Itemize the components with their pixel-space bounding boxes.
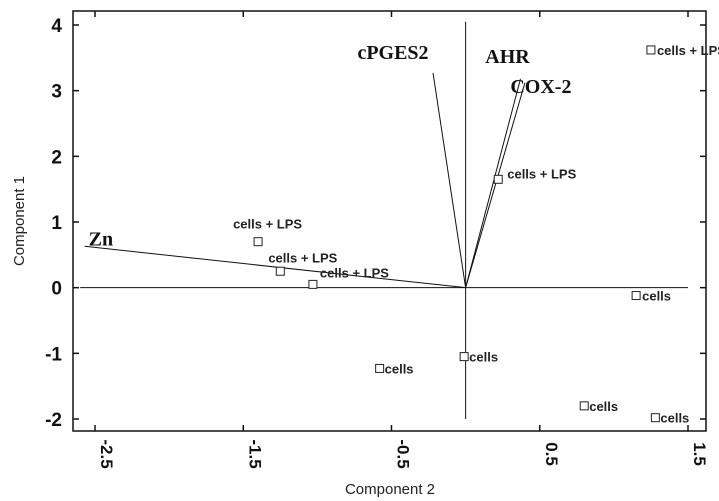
y-tick-label: -2 [45,410,62,431]
y-tick-label: 0 [51,279,62,300]
loading-vector-label: COX-2 [510,76,571,98]
loading-vector-line [84,245,466,289]
y-tick-label: 1 [51,213,62,234]
score-point-label: cells [660,411,689,426]
y-tick-label: 2 [51,147,62,168]
x-tick-label: -2.5 [97,439,116,468]
x-tick-label: -0.5 [394,439,413,468]
score-point-label: cells [589,399,618,414]
y-tick-label: 4 [51,16,62,37]
loading-vector-line [432,72,467,288]
score-point-label: cells [642,289,671,304]
loading-vector-line [465,82,526,288]
score-point-marker [459,352,469,362]
score-point-marker [579,401,589,411]
score-point-marker [308,279,318,289]
y-tick-label: 3 [51,82,62,103]
score-point-marker [650,413,660,423]
y-axis-title: Component 1 [11,176,28,266]
score-point-marker [253,237,263,247]
loading-vector-label: Zn [89,228,113,250]
y-tick-label: -1 [45,344,62,365]
x-tick-label: 0.5 [542,442,561,466]
x-axis-title: Component 2 [345,481,435,498]
loading-vector-label: cPGES2 [357,42,428,64]
score-point-label: cells + LPS [320,265,389,280]
score-point-label: cells [385,361,414,376]
score-point-marker [631,291,641,301]
score-point-marker [646,45,656,55]
loading-vector-line [465,78,521,288]
y-axis-ticks: 4 3 2 1 0 -1 -2 [45,16,706,431]
score-point-label: cells + LPS [657,43,719,58]
loading-vector-label: AHR [485,46,530,68]
x-axis-ticks: -2.5 -1.5 -0.5 0.5 1.5 [94,11,709,469]
plot-frame [72,10,707,432]
score-point-marker [375,363,385,373]
x-tick-label: -1.5 [245,439,264,468]
score-point-label: cells + LPS [268,250,337,265]
score-point-label: cells + LPS [233,217,302,232]
score-point-label: cells [469,350,498,365]
loading-vectors: cPGES2 AHR COX-2 Zn [84,42,571,289]
x-tick-label: 1.5 [690,442,709,466]
score-point-label: cells + LPS [507,166,576,181]
score-point-marker [493,174,503,184]
score-point-marker [275,266,285,276]
